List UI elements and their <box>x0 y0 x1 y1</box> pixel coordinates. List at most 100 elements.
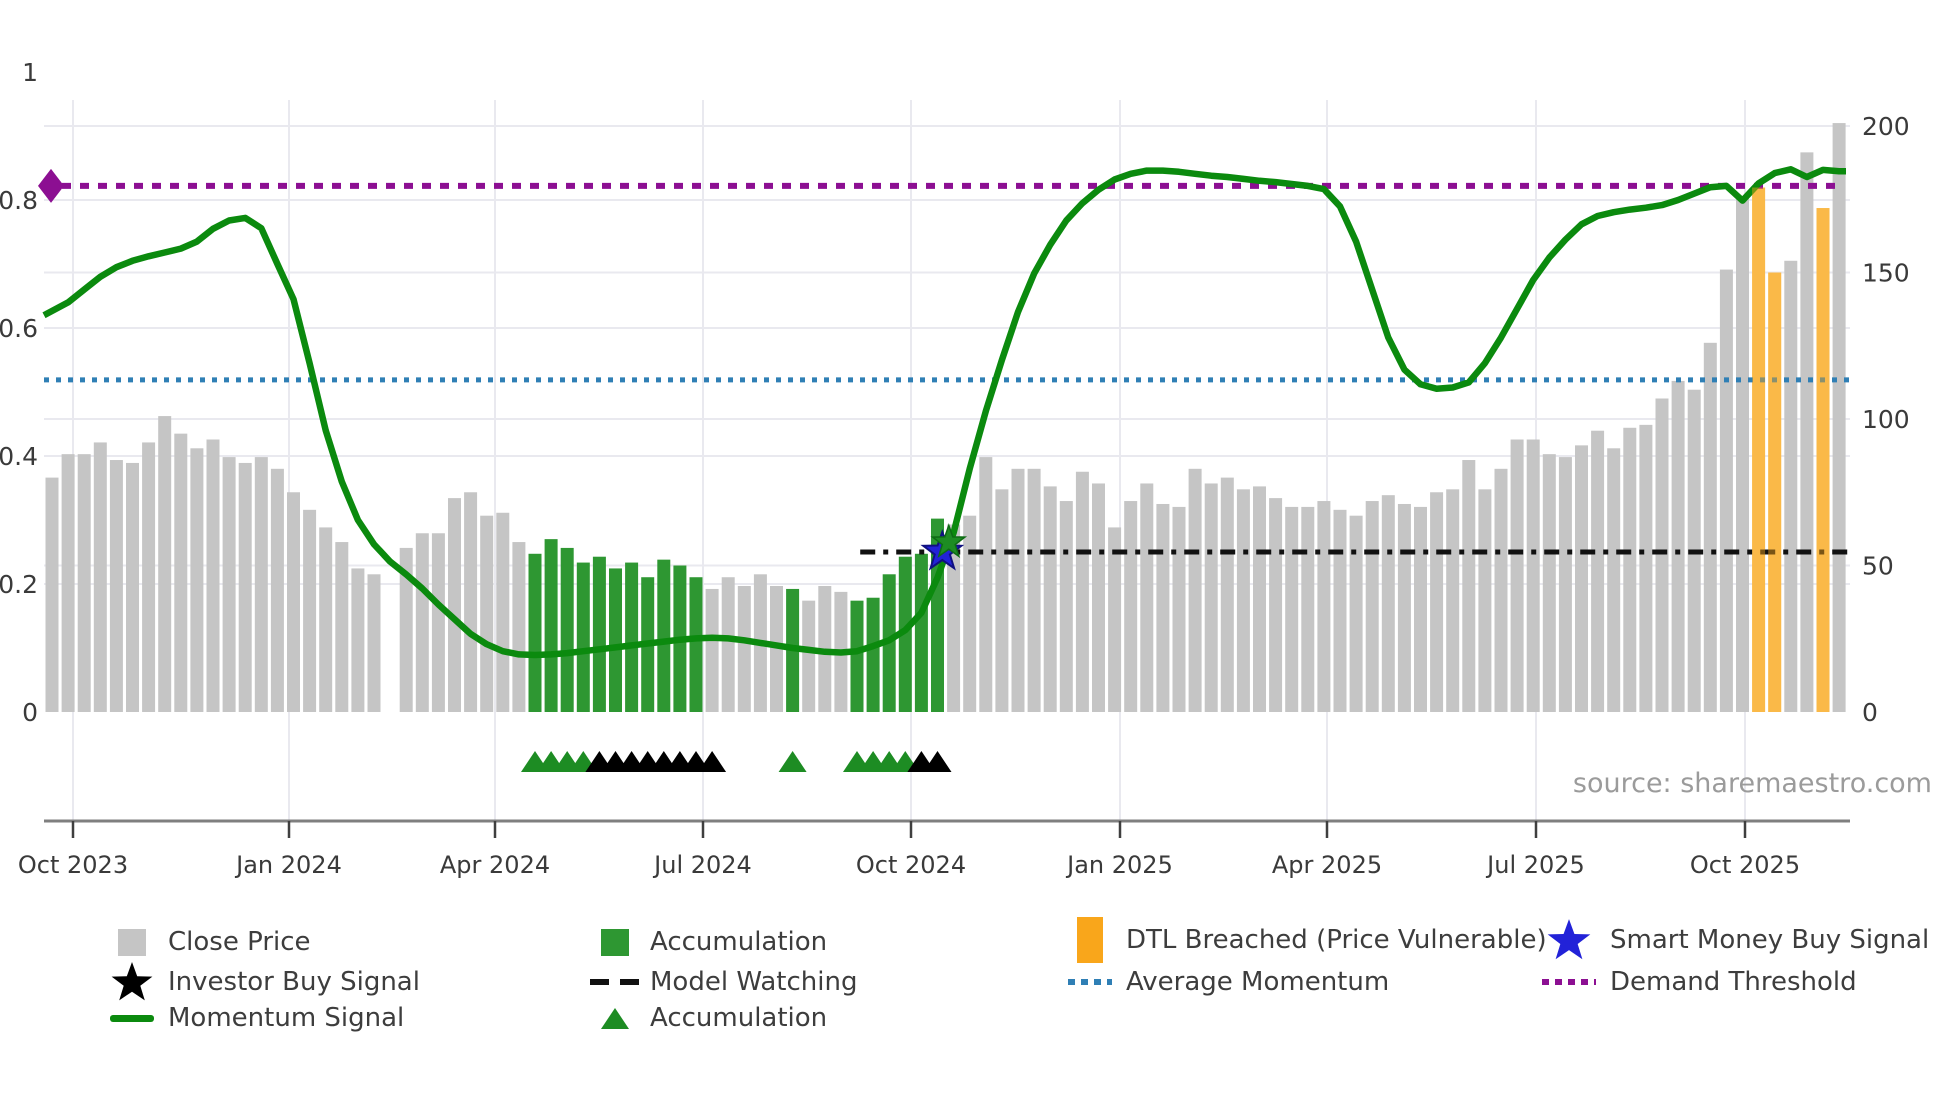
accumulation-bar <box>866 597 880 712</box>
close-price-bar <box>109 460 123 712</box>
close-price-bar <box>1188 468 1202 712</box>
dtl-breached-bar-overlay <box>1768 272 1782 712</box>
close-price-bar <box>1832 123 1846 712</box>
close-price-bar <box>174 433 188 712</box>
close-price-bar <box>367 574 381 712</box>
close-price-bar <box>1269 498 1283 712</box>
accumulation-bar <box>914 553 928 712</box>
close-price-bar <box>1478 489 1492 712</box>
close-price-bar <box>464 492 478 712</box>
close-price-bar <box>1397 503 1411 712</box>
left-axis-tick-label: 0.6 <box>0 314 38 343</box>
close-price-bar <box>1075 471 1089 712</box>
close-price-bar <box>415 533 429 712</box>
close-price-bar <box>431 533 445 712</box>
close-price-bar <box>1430 492 1444 712</box>
close-price-bar <box>1655 398 1669 712</box>
close-price-bar <box>45 477 59 712</box>
close-price-bar <box>1462 460 1476 712</box>
close-price-bar <box>399 547 413 712</box>
close-price-bar <box>1253 486 1266 712</box>
accumulation-bar <box>560 547 574 712</box>
accumulation-bar <box>657 559 671 712</box>
close-price-bar <box>1607 448 1621 712</box>
x-tick-label: Jul 2025 <box>1485 851 1585 879</box>
accumulation-bar <box>609 568 622 712</box>
close-price-bar <box>1703 342 1717 712</box>
close-price-bar <box>1736 196 1749 712</box>
dtl-breached-bar <box>1816 208 1830 713</box>
dtl-breached-bar <box>1768 272 1782 712</box>
close-price-bar <box>1140 483 1154 712</box>
close-price-bar <box>190 448 204 712</box>
close-price-bar <box>1381 495 1395 712</box>
x-tick-label: Jan 2024 <box>234 851 342 879</box>
close-price-bar <box>1526 439 1540 712</box>
close-price-bar <box>737 586 751 712</box>
close-price-bar <box>1349 515 1363 712</box>
close-price-bar <box>1285 506 1299 712</box>
left-axis-tick-label: 0.4 <box>0 442 38 471</box>
close-price-bar <box>1156 503 1170 712</box>
close-price-bar <box>1301 506 1315 712</box>
close-price-bar <box>1220 477 1234 712</box>
close-price-bar <box>1558 457 1572 712</box>
close-price-bar <box>947 524 961 712</box>
close-price-bar <box>287 492 300 712</box>
close-price-bar <box>1172 506 1186 712</box>
accumulation-bar <box>528 553 542 712</box>
left-axis-tick-label: 0 <box>22 698 38 727</box>
close-price-bar <box>1446 489 1460 712</box>
close-price-bar <box>1333 509 1347 712</box>
watch-triangle-marker <box>698 751 727 772</box>
source-note: source: sharemaestro.com <box>1572 768 1932 799</box>
close-price-bar <box>705 588 719 712</box>
close-price-bar <box>1414 506 1427 712</box>
close-price-bar <box>448 498 461 712</box>
close-price-bar <box>1719 269 1733 712</box>
close-price-bar <box>142 442 156 712</box>
left-axis-tick-label: 0.8 <box>0 186 38 215</box>
close-price-bar <box>770 586 783 712</box>
close-price-bar <box>1317 501 1331 712</box>
close-price-bar <box>1784 260 1798 712</box>
accumulation-bar <box>592 556 606 712</box>
close-price-bar <box>222 457 236 712</box>
right-axis-tick-label: 100 <box>1862 405 1910 434</box>
x-tick-label: Jul 2024 <box>652 851 752 879</box>
close-price-bar <box>1124 501 1138 712</box>
x-tick-label: Apr 2024 <box>440 851 550 879</box>
x-tick-label: Oct 2025 <box>1690 851 1800 879</box>
close-price-bar <box>1204 483 1218 712</box>
close-price-bar <box>93 442 107 712</box>
close-price-bar <box>802 600 816 712</box>
left-axis-tick-label: 1 <box>22 58 38 87</box>
close-price-bar <box>351 568 365 712</box>
close-price-bar <box>721 577 735 712</box>
close-price-bar <box>319 527 333 712</box>
close-price-bar <box>1043 486 1057 712</box>
close-price-bar <box>1639 424 1653 712</box>
watch-triangle-marker <box>923 751 952 772</box>
right-axis-tick-label: 0 <box>1862 698 1878 727</box>
accumulation-bar <box>625 562 639 712</box>
close-price-bar <box>963 515 977 712</box>
close-price-bar <box>1510 439 1524 712</box>
x-tick-label: Apr 2025 <box>1272 851 1382 879</box>
demand-threshold-marker <box>38 168 64 203</box>
close-price-bar <box>1671 380 1685 712</box>
right-axis-tick-label: 200 <box>1862 112 1910 141</box>
right-axis-tick-label: 150 <box>1862 259 1910 288</box>
close-price-bar <box>979 457 993 712</box>
x-tick-label: Oct 2024 <box>856 851 966 879</box>
close-price-bar <box>512 542 526 712</box>
close-price-bar <box>206 439 220 712</box>
close-price-bar <box>1108 527 1122 712</box>
close-price-bar <box>158 416 172 712</box>
accumulation-bar <box>898 556 912 712</box>
x-tick-label: Oct 2023 <box>18 851 128 879</box>
accumulation-bar <box>689 577 703 712</box>
close-price-bar <box>77 454 91 712</box>
